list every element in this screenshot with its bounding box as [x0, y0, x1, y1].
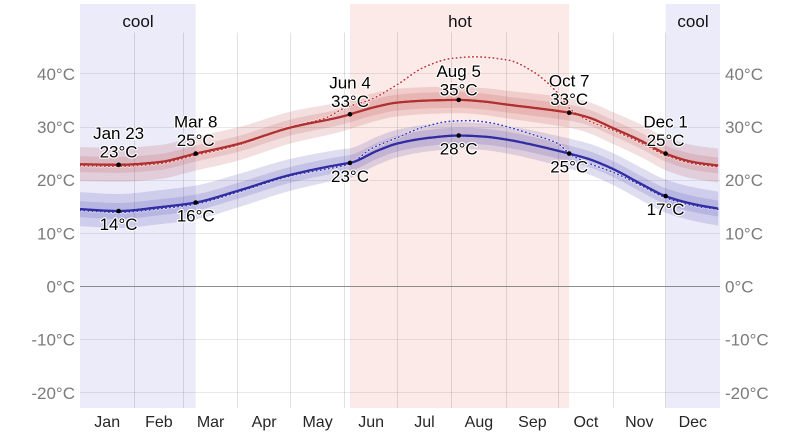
svg-text:23°C: 23°C — [100, 142, 138, 161]
svg-text:-20°C: -20°C — [31, 384, 75, 403]
svg-text:cool: cool — [122, 12, 153, 31]
svg-text:Dec: Dec — [679, 414, 707, 431]
svg-text:33°C: 33°C — [550, 90, 588, 109]
svg-text:0°C: 0°C — [725, 278, 754, 297]
svg-text:10°C: 10°C — [37, 224, 75, 243]
svg-text:May: May — [302, 414, 332, 431]
svg-text:-20°C: -20°C — [725, 384, 769, 403]
svg-text:Feb: Feb — [145, 414, 173, 431]
svg-text:Mar 8: Mar 8 — [174, 113, 217, 132]
svg-text:33°C: 33°C — [331, 92, 369, 111]
svg-text:Jun 4: Jun 4 — [329, 73, 371, 92]
svg-text:28°C: 28°C — [440, 140, 478, 159]
svg-text:0°C: 0°C — [46, 278, 75, 297]
svg-text:35°C: 35°C — [440, 80, 478, 99]
svg-text:30°C: 30°C — [37, 118, 75, 137]
svg-text:Jan 23: Jan 23 — [93, 124, 144, 143]
svg-text:Jul: Jul — [414, 414, 434, 431]
svg-text:-10°C: -10°C — [31, 331, 75, 350]
svg-text:25°C: 25°C — [647, 131, 685, 150]
svg-text:Jan: Jan — [94, 414, 120, 431]
svg-text:cool: cool — [677, 12, 708, 31]
svg-text:Apr: Apr — [252, 414, 278, 431]
svg-text:25°C: 25°C — [550, 158, 588, 177]
svg-text:40°C: 40°C — [37, 65, 75, 84]
svg-text:Aug: Aug — [465, 414, 493, 431]
svg-text:Nov: Nov — [625, 414, 653, 431]
svg-text:Aug 5: Aug 5 — [436, 62, 480, 81]
svg-text:Jun: Jun — [358, 414, 384, 431]
svg-text:20°C: 20°C — [37, 171, 75, 190]
svg-text:14°C: 14°C — [100, 215, 138, 234]
svg-text:Sep: Sep — [518, 414, 547, 431]
svg-text:Mar: Mar — [197, 414, 225, 431]
svg-text:Oct 7: Oct 7 — [549, 72, 590, 91]
svg-text:23°C: 23°C — [331, 167, 369, 186]
svg-text:25°C: 25°C — [177, 131, 215, 150]
svg-text:Dec 1: Dec 1 — [643, 113, 687, 132]
svg-text:17°C: 17°C — [647, 200, 685, 219]
svg-text:10°C: 10°C — [725, 224, 763, 243]
svg-text:40°C: 40°C — [725, 65, 763, 84]
svg-text:16°C: 16°C — [177, 207, 215, 226]
svg-text:hot: hot — [448, 12, 472, 31]
svg-text:-10°C: -10°C — [725, 331, 769, 350]
svg-text:Oct: Oct — [573, 414, 598, 431]
svg-text:30°C: 30°C — [725, 118, 763, 137]
svg-text:20°C: 20°C — [725, 171, 763, 190]
